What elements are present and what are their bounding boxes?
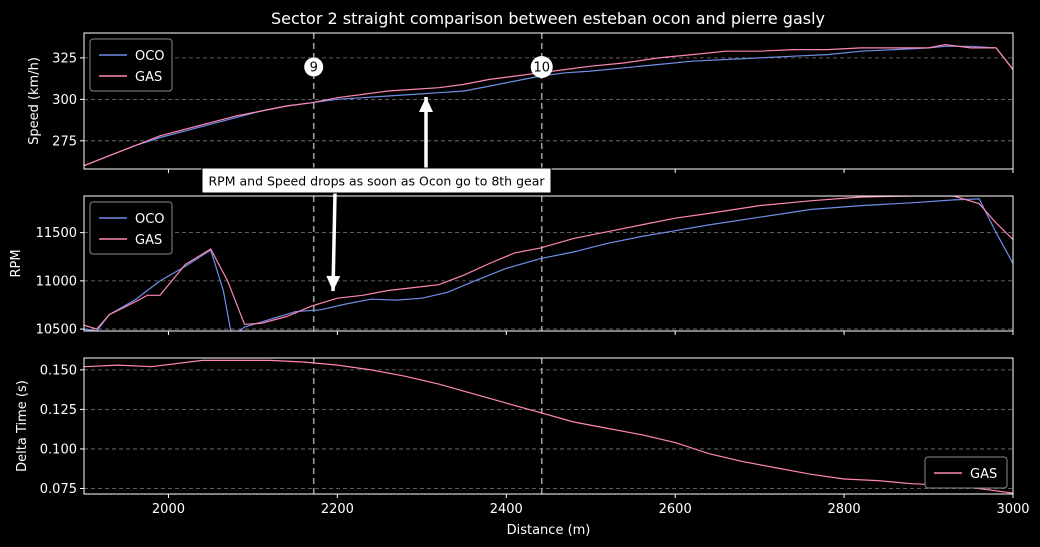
- y-tick-label: 300: [52, 93, 77, 108]
- y-tick-label: 0.075: [40, 482, 77, 497]
- x-tick-label: 2400: [490, 502, 523, 517]
- y-tick-label: 0.150: [40, 363, 77, 378]
- y-tick-label: 11000: [36, 274, 77, 289]
- legend-label: OCO: [135, 49, 165, 64]
- y-tick-label: 325: [52, 51, 77, 66]
- x-axis-label: Distance (m): [507, 523, 591, 538]
- x-tick-label: 2800: [828, 502, 861, 517]
- y-tick-label: 11500: [36, 226, 77, 241]
- y-tick-label: 0.100: [40, 442, 77, 457]
- series-line-gas: [84, 196, 1013, 330]
- y-tick-label: 10500: [36, 323, 77, 338]
- legend: GAS: [924, 456, 1008, 489]
- panel-1: 275 300 325 Speed (km/h) OCO GAS: [27, 32, 1014, 173]
- corner-10-label: 10: [533, 61, 550, 76]
- legend-label: OCO: [135, 212, 165, 227]
- legend-label: GAS: [970, 467, 997, 482]
- annotation-box: [201, 167, 552, 194]
- axes-frame: [83, 357, 1014, 495]
- y-tick-label: 275: [52, 134, 77, 149]
- y-tick-label: 0.125: [40, 403, 77, 418]
- corner-9-badge: [304, 57, 324, 77]
- annotation-text: RPM and Speed drops as soon as Ocon go t…: [209, 174, 546, 189]
- annotation-arrow-up-head: [419, 97, 433, 112]
- x-tick-label: 2200: [321, 502, 354, 517]
- axes-frame: [83, 195, 1014, 332]
- series-line-oco: [84, 198, 1013, 331]
- annotation-arrow-down: [331, 192, 337, 292]
- chart-title: Sector 2 straight comparison between est…: [271, 9, 825, 28]
- legend: OCO GAS: [89, 201, 173, 255]
- series-line-oco: [84, 45, 1013, 167]
- legend-box: [89, 201, 173, 255]
- panel-2: 10500 11000 11500 RPM OCO GAS: [9, 195, 1014, 338]
- y-axis-label: Speed (km/h): [27, 57, 42, 145]
- annotation-arrow-down-head: [326, 275, 341, 291]
- annotation-layer: 9 10 RPM and Speed drops as soon as Ocon g…: [201, 56, 553, 292]
- panels: 275 300 325 Speed (km/h) OCO GAS 10500 11000 115…: [9, 32, 1030, 538]
- legend: OCO GAS: [89, 38, 173, 92]
- panel-3: 0.075 0.100 0.125 0.150 2000 2200 2400 2600 2800…: [15, 357, 1030, 538]
- y-axis-label: Delta Time (s): [15, 380, 30, 472]
- x-tick-label: 2600: [659, 502, 692, 517]
- series-line-gas: [84, 359, 1013, 494]
- x-tick-label: 2000: [152, 502, 185, 517]
- legend-label: GAS: [135, 233, 162, 248]
- corner-10-badge: [530, 56, 553, 78]
- legend-box: [924, 456, 1008, 489]
- series-line-gas: [84, 43, 1013, 167]
- legend-box: [89, 38, 173, 92]
- legend-label: GAS: [135, 70, 162, 85]
- x-tick-label: 3000: [996, 502, 1029, 517]
- y-axis-label: RPM: [9, 249, 24, 277]
- corner-9-label: 9: [310, 61, 318, 76]
